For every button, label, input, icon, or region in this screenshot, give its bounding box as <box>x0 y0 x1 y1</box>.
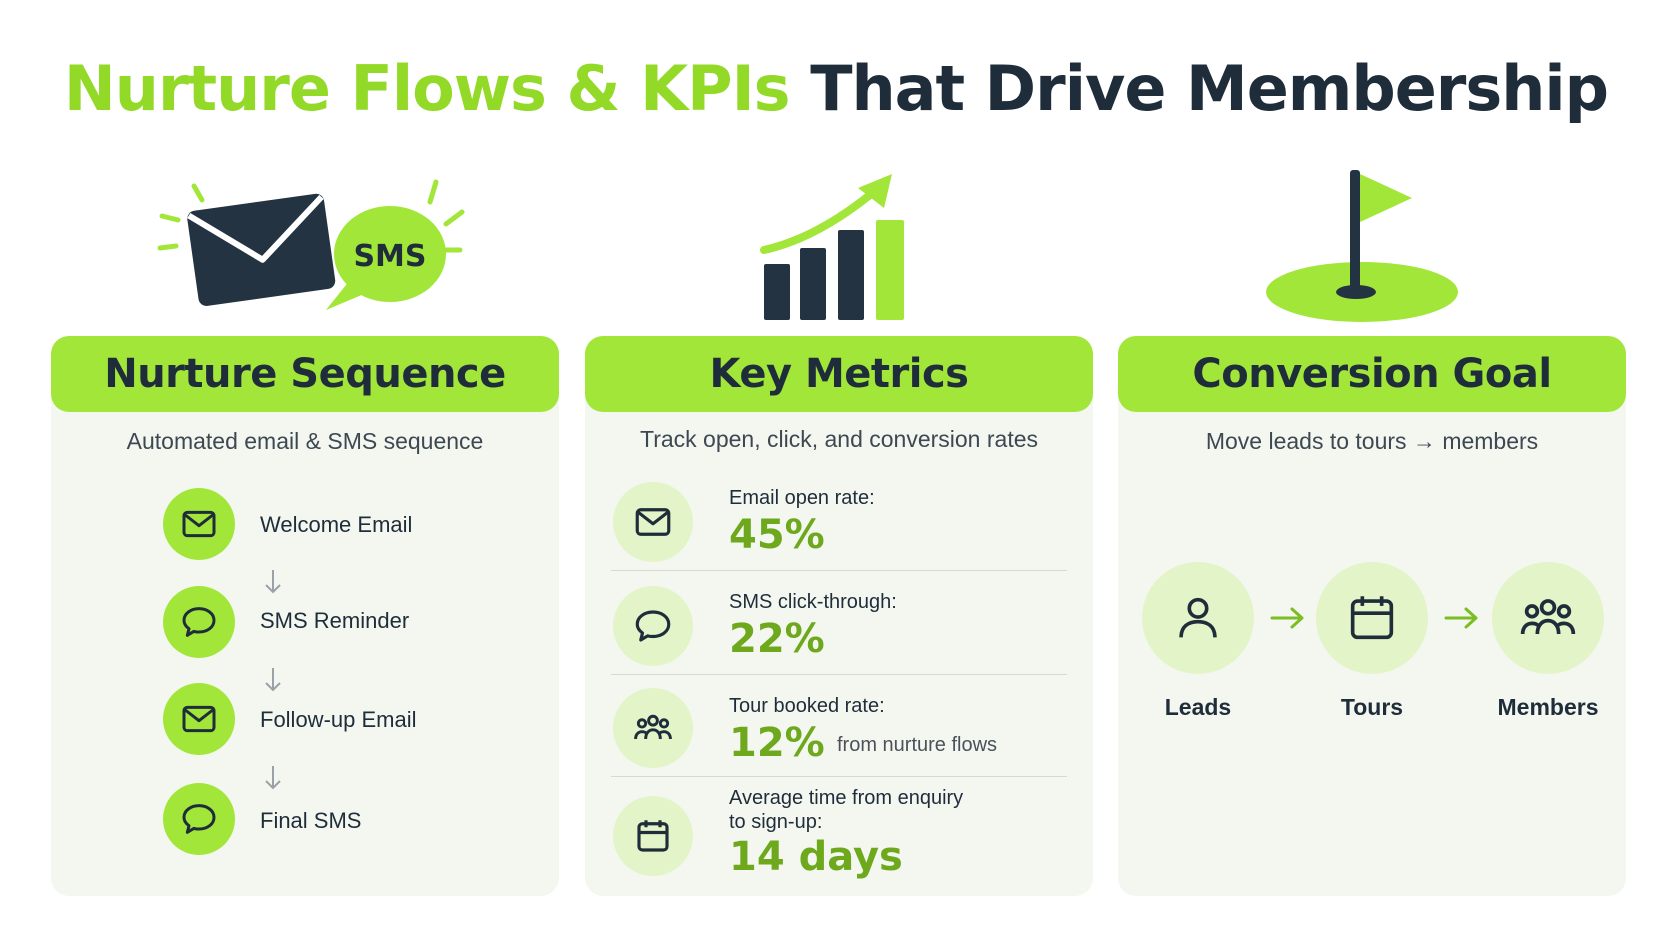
metric-label-continued: to sign-up: <box>729 811 823 833</box>
envelope-icon <box>635 508 671 536</box>
title-green-part: Nurture Flows & KPIs <box>63 52 791 125</box>
down-arrow-icon <box>265 766 281 790</box>
metric-divider <box>611 776 1067 777</box>
chat-bubble-icon <box>635 610 671 642</box>
title-dark-part: That Drive Membership <box>810 52 1609 125</box>
calendar-icon <box>637 820 669 852</box>
step-envelope-icon <box>163 488 235 560</box>
people-group-icon <box>634 714 672 740</box>
metric-value: 12% <box>729 720 825 766</box>
metric-label: SMS click-through: <box>729 591 897 613</box>
metric-divider <box>611 674 1067 675</box>
stage-leads <box>1142 562 1254 674</box>
step-label: Welcome Email <box>260 512 413 537</box>
key-metrics-card: Key Metrics Track open, click, and conve… <box>585 336 1093 896</box>
sms-badge-text: SMS <box>353 239 426 274</box>
chat-bubble-icon <box>182 804 216 834</box>
conversion-goal-heading: Conversion Goal <box>1118 336 1626 412</box>
metric-label: Email open rate: <box>729 487 875 509</box>
step-label: Final SMS <box>260 808 362 833</box>
right-arrow-icon <box>1270 607 1304 629</box>
goal-flag-hero-icon <box>1266 170 1458 322</box>
step-label: Follow-up Email <box>260 707 417 732</box>
metric-divider <box>611 570 1067 571</box>
stage-tours <box>1316 562 1428 674</box>
metric-people-icon <box>613 688 693 768</box>
envelope-icon <box>182 705 216 733</box>
step-envelope-icon <box>163 683 235 755</box>
person-icon <box>1179 597 1217 638</box>
growth-chart-hero-icon <box>760 174 904 320</box>
calendar-icon <box>1350 596 1394 640</box>
metric-label: Average time from enquiry <box>729 787 964 809</box>
down-arrow-icon <box>265 668 281 692</box>
nurture-sequence-card: Nurture Sequence Automated email & SMS s… <box>51 336 559 896</box>
page-title: Nurture Flows & KPIs That Drive Membersh… <box>0 52 1672 125</box>
metric-label: Tour booked rate: <box>729 695 885 717</box>
down-arrow-icon <box>265 570 281 594</box>
step-chat-icon <box>163 586 235 658</box>
metric-value: 14 days <box>729 834 903 880</box>
metric-value: 45% <box>729 512 825 558</box>
stage-members <box>1492 562 1604 674</box>
key-metrics-heading: Key Metrics <box>585 336 1093 412</box>
metric-envelope-icon <box>613 482 693 562</box>
chat-bubble-icon <box>182 607 216 637</box>
conversion-goal-card: Conversion Goal Move leads to tours → me… <box>1118 336 1626 896</box>
stage-label: Tours <box>1340 694 1404 720</box>
envelope-icon <box>182 510 216 538</box>
key-metrics-subtitle: Track open, click, and conversion rates <box>640 426 1038 452</box>
conversion-goal-subtitle: Move leads to tours → members <box>1205 428 1539 454</box>
nurture-sequence-heading: Nurture Sequence <box>51 336 559 412</box>
email-sms-hero-icon: SMS <box>157 179 465 310</box>
step-chat-icon <box>163 783 235 855</box>
metric-value: 22% <box>729 616 825 662</box>
metric-calendar-icon <box>613 796 693 876</box>
stage-label: Members <box>1497 694 1599 720</box>
metric-chat-icon <box>613 586 693 666</box>
right-arrow-icon <box>1444 607 1478 629</box>
nurture-sequence-subtitle: Automated email & SMS sequence <box>126 428 484 454</box>
people-group-icon <box>1520 599 1576 635</box>
metric-note: from nurture flows <box>837 734 998 756</box>
step-label: SMS Reminder <box>260 608 410 633</box>
stage-label: Leads <box>1164 694 1232 720</box>
